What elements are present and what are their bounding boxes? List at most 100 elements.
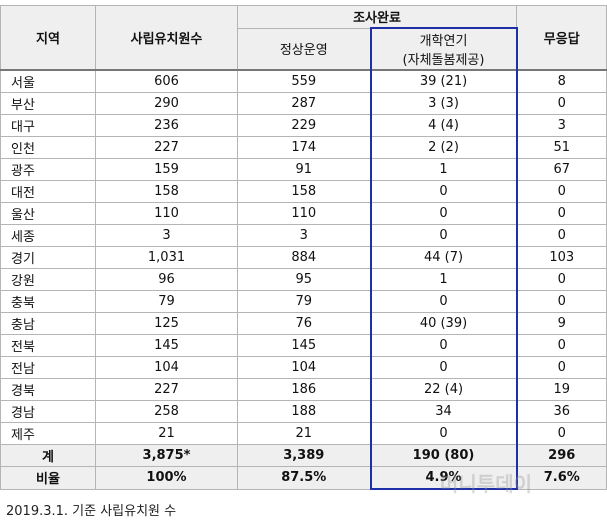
cell-region: 세종 bbox=[0, 224, 96, 247]
cell-total: 236 bbox=[95, 114, 238, 137]
cell-normal: 559 bbox=[237, 69, 371, 93]
cell-normal: 104 bbox=[237, 356, 371, 379]
watermark: 머니투데이 bbox=[440, 472, 532, 496]
header-delay-line: (자체돌봄제공) bbox=[402, 53, 485, 68]
cell-delay: 0 bbox=[369, 224, 518, 247]
cell-normal: 95 bbox=[237, 268, 371, 291]
cell-total: 3 bbox=[95, 224, 238, 247]
table-row: 부산 290 287 3 (3) 0 bbox=[0, 92, 607, 115]
cell-delay: 3 (3) bbox=[369, 92, 518, 115]
cell-region: 대구 bbox=[0, 114, 96, 137]
cell-region: 경기 bbox=[0, 246, 96, 269]
cell-no-response: 0 bbox=[516, 224, 607, 247]
cell-normal: 884 bbox=[237, 246, 371, 269]
cell-no-response: 0 bbox=[516, 334, 607, 357]
header-normal: 정상운영 bbox=[237, 27, 371, 71]
cell-delay: 39 (21) bbox=[369, 69, 518, 93]
cell-no-response: 0 bbox=[516, 356, 607, 379]
cell-no-response: 0 bbox=[516, 202, 607, 225]
cell-total: 290 bbox=[95, 92, 238, 115]
cell-normal: 76 bbox=[237, 312, 371, 335]
cell-region: 제주 bbox=[0, 422, 96, 445]
table-row: 서울 606 559 39 (21) 8 bbox=[0, 69, 607, 93]
cell-region: 비율 bbox=[0, 466, 96, 490]
cell-normal: 229 bbox=[237, 114, 371, 137]
cell-normal: 188 bbox=[237, 400, 371, 423]
cell-region: 충북 bbox=[0, 290, 96, 313]
table-row: 경기 1,031 884 44 (7) 103 bbox=[0, 246, 607, 269]
cell-delay: 190 (80) bbox=[369, 444, 518, 467]
cell-no-response: 51 bbox=[516, 136, 607, 159]
cell-total: 3,875* bbox=[95, 444, 238, 467]
table-row: 경남 258 188 34 36 bbox=[0, 400, 607, 423]
cell-normal: 186 bbox=[237, 378, 371, 401]
cell-region: 경북 bbox=[0, 378, 96, 401]
table-row: 강원 96 95 1 0 bbox=[0, 268, 607, 291]
table-row: 대전 158 158 0 0 bbox=[0, 180, 607, 203]
cell-region: 광주 bbox=[0, 158, 96, 181]
cell-total: 1,031 bbox=[95, 246, 238, 269]
cell-total: 79 bbox=[95, 290, 238, 313]
cell-normal: 158 bbox=[237, 180, 371, 203]
footnote: 2019.3.1. 기준 사립유치원 수 bbox=[6, 504, 177, 519]
cell-delay: 22 (4) bbox=[369, 378, 518, 401]
cell-normal: 87.5% bbox=[237, 466, 371, 490]
table-row: 대구 236 229 4 (4) 3 bbox=[0, 114, 607, 137]
cell-no-response: 0 bbox=[516, 422, 607, 445]
table-row: 전북 145 145 0 0 bbox=[0, 334, 607, 357]
cell-delay: 0 bbox=[369, 334, 518, 357]
cell-delay: 4 (4) bbox=[369, 114, 518, 137]
cell-delay: 0 bbox=[369, 180, 518, 203]
cell-total: 125 bbox=[95, 312, 238, 335]
cell-region: 경남 bbox=[0, 400, 96, 423]
cell-region: 부산 bbox=[0, 92, 96, 115]
cell-delay: 0 bbox=[369, 202, 518, 225]
cell-no-response: 0 bbox=[516, 92, 607, 115]
cell-region: 인천 bbox=[0, 136, 96, 159]
header-total: 사립유치원수 bbox=[95, 5, 238, 71]
cell-delay: 1 bbox=[369, 158, 518, 181]
cell-delay: 1 bbox=[369, 268, 518, 291]
cell-total: 159 bbox=[95, 158, 238, 181]
cell-region: 강원 bbox=[0, 268, 96, 291]
cell-total: 96 bbox=[95, 268, 238, 291]
cell-delay: 4.9% bbox=[369, 466, 518, 490]
cell-normal: 91 bbox=[237, 158, 371, 181]
cell-total: 104 bbox=[95, 356, 238, 379]
cell-region: 계 bbox=[0, 444, 96, 467]
cell-total: 606 bbox=[95, 69, 238, 93]
cell-total: 21 bbox=[95, 422, 238, 445]
cell-delay: 40 (39) bbox=[369, 312, 518, 335]
cell-total: 110 bbox=[95, 202, 238, 225]
cell-delay: 2 (2) bbox=[369, 136, 518, 159]
cell-total: 145 bbox=[95, 334, 238, 357]
cell-total: 100% bbox=[95, 466, 238, 490]
cell-normal: 145 bbox=[237, 334, 371, 357]
cell-region: 전남 bbox=[0, 356, 96, 379]
cell-normal: 3 bbox=[237, 224, 371, 247]
cell-normal: 287 bbox=[237, 92, 371, 115]
cell-delay: 34 bbox=[369, 400, 518, 423]
cell-no-response: 3 bbox=[516, 114, 607, 137]
header-delay-line: 개학연기 bbox=[419, 34, 468, 49]
table-row: 경북 227 186 22 (4) 19 bbox=[0, 378, 607, 401]
cell-normal: 110 bbox=[237, 202, 371, 225]
cell-delay: 0 bbox=[369, 356, 518, 379]
cell-delay: 0 bbox=[369, 290, 518, 313]
cell-no-response: 0 bbox=[516, 180, 607, 203]
header-no-response: 무응답 bbox=[516, 5, 607, 71]
table-row: 인천 227 174 2 (2) 51 bbox=[0, 136, 607, 159]
cell-region: 울산 bbox=[0, 202, 96, 225]
cell-region: 충남 bbox=[0, 312, 96, 335]
cell-total: 258 bbox=[95, 400, 238, 423]
cell-no-response: 19 bbox=[516, 378, 607, 401]
table-row: 충남 125 76 40 (39) 9 bbox=[0, 312, 607, 335]
table-row: 충북 79 79 0 0 bbox=[0, 290, 607, 313]
cell-no-response: 67 bbox=[516, 158, 607, 181]
table-row: 광주 159 91 1 67 bbox=[0, 158, 607, 181]
cell-no-response: 0 bbox=[516, 268, 607, 291]
cell-region: 전북 bbox=[0, 334, 96, 357]
table-row: 계 3,875* 3,389 190 (80) 296 bbox=[0, 444, 607, 467]
header-delay: 개학연기 (자체돌봄제공) bbox=[369, 27, 518, 71]
